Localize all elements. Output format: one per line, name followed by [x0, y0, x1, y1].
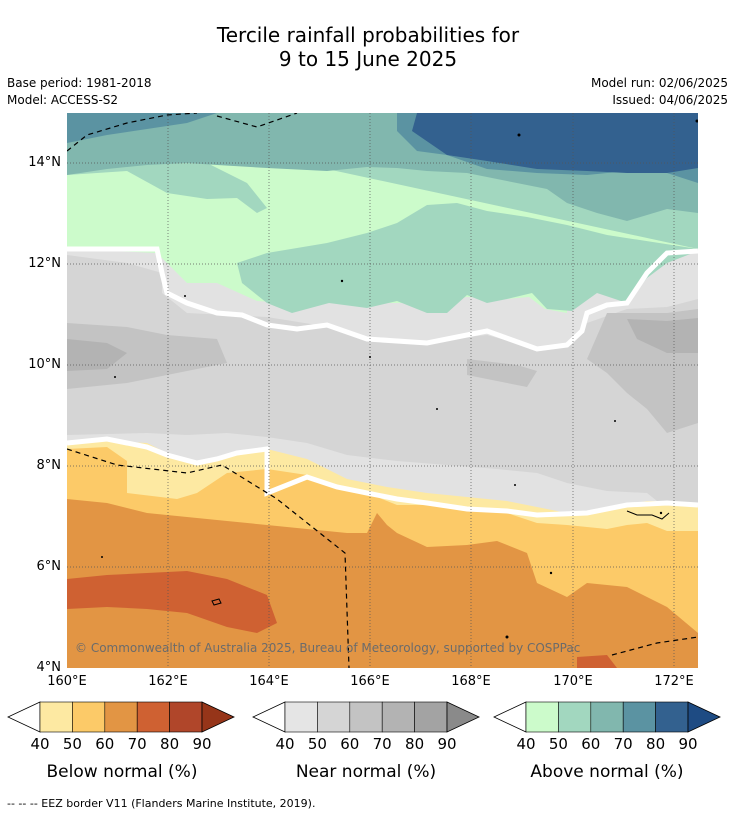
below-colorbar-segment-2	[104, 701, 138, 733]
above-colorbar-segment-0	[525, 701, 559, 733]
map-title-line1: Tercile rainfall probabilities for	[216, 23, 520, 47]
lat-label-14n: 14°N	[28, 155, 61, 170]
tercile-boundary-upper	[67, 246, 699, 352]
near-tick-label: 70	[372, 735, 392, 753]
near-colorbar-segment-1	[317, 701, 351, 733]
legend-title-near: Near normal (%)	[295, 762, 437, 782]
colorbar-above-normal	[493, 701, 721, 733]
above-normal-80-region	[412, 113, 698, 173]
below-colorbar-segment-3	[136, 701, 170, 733]
lat-label-12n: 12°N	[28, 256, 61, 271]
below-colorbar-segment-1	[72, 701, 106, 733]
near-tick-label: 90	[437, 735, 457, 753]
below-colorbar-min-arrow	[7, 701, 41, 733]
island-markers	[101, 119, 699, 639]
lat-label-10n: 10°N	[28, 357, 61, 372]
above-colorbar-segment-4	[655, 701, 689, 733]
above-tick-label: 80	[646, 735, 666, 753]
eez-border-lines	[66, 112, 699, 669]
near-colorbar-segment-3	[381, 701, 415, 733]
below-tick-label: 40	[30, 735, 50, 753]
near-colorbar-segment-4	[414, 701, 448, 733]
near-tick-label: 80	[405, 735, 425, 753]
below-colorbar-segment-4	[169, 701, 203, 733]
above-colorbar-segment-2	[590, 701, 624, 733]
above-colorbar-segment-3	[622, 701, 656, 733]
model-name: Model: ACCESS-S2	[7, 93, 119, 107]
near-colorbar-min-arrow	[252, 701, 286, 733]
above-tick-label: 60	[581, 735, 601, 753]
lon-label-160e: 160°E	[47, 674, 87, 689]
near-normal-50-region	[67, 255, 698, 509]
map-gridlines	[67, 113, 698, 668]
below-tick-label: 70	[127, 735, 147, 753]
below-tick-label: 80	[160, 735, 180, 753]
below-normal-70-region	[67, 571, 617, 668]
below-tick-label: 90	[192, 735, 212, 753]
colorbar-legends	[7, 701, 721, 733]
near-tick-label: 40	[275, 735, 295, 753]
base-period: Base period: 1981-2018	[7, 76, 152, 90]
colorbar-near-normal	[252, 701, 480, 733]
below-tick-label: 60	[95, 735, 115, 753]
near-normal-70-region	[67, 318, 698, 371]
lon-label-168e: 168°E	[451, 674, 491, 689]
above-colorbar-max-arrow	[687, 701, 721, 733]
lat-label-6n: 6°N	[36, 559, 62, 574]
coral-island-outline	[211, 598, 222, 606]
above-tick-label: 50	[548, 735, 568, 753]
probability-map	[66, 112, 699, 669]
lat-label-4n: 4°N	[36, 660, 62, 675]
marshall-island-outline	[626, 510, 670, 520]
below-colorbar-max-arrow	[201, 701, 235, 733]
lon-label-170e: 170°E	[553, 674, 593, 689]
above-tick-label: 90	[678, 735, 698, 753]
map-area: © Commonwealth of Australia 2025, Bureau…	[66, 112, 699, 669]
near-colorbar-segment-2	[349, 701, 383, 733]
legend-title-above: Above normal (%)	[530, 762, 684, 782]
issued-date: Issued: 04/06/2025	[612, 93, 728, 107]
near-colorbar-segment-0	[284, 701, 318, 733]
below-tick-label: 50	[62, 735, 82, 753]
colorbar-below-normal	[7, 701, 235, 733]
above-colorbar-min-arrow	[493, 701, 527, 733]
above-tick-label: 40	[516, 735, 536, 753]
tercile-boundary-lower	[66, 436, 699, 518]
legend-title-below: Below normal (%)	[46, 762, 198, 782]
near-colorbar-max-arrow	[446, 701, 480, 733]
copyright-notice: © Commonwealth of Australia 2025, Bureau…	[75, 641, 581, 655]
lon-label-162e: 162°E	[148, 674, 188, 689]
lon-label-164e: 164°E	[249, 674, 289, 689]
near-tick-label: 50	[307, 735, 327, 753]
near-tick-label: 60	[340, 735, 360, 753]
lat-label-8n: 8°N	[36, 458, 62, 473]
lon-label-166e: 166°E	[350, 674, 390, 689]
map-title-line2: 9 to 15 June 2025	[278, 47, 458, 71]
eez-footer-note: -- -- -- EEZ border V11 (Flanders Marine…	[7, 797, 316, 810]
below-colorbar-segment-0	[39, 701, 73, 733]
model-run: Model run: 02/06/2025	[590, 76, 728, 90]
lon-label-172e: 172°E	[654, 674, 694, 689]
above-tick-label: 70	[613, 735, 633, 753]
above-colorbar-segment-1	[558, 701, 592, 733]
